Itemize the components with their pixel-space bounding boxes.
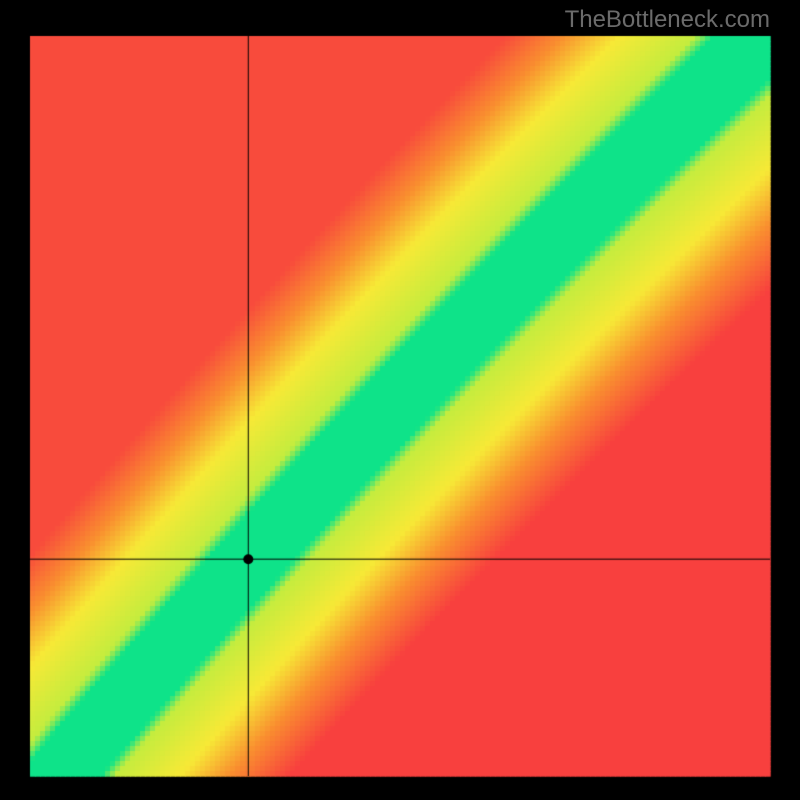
watermark-text: TheBottleneck.com	[565, 6, 770, 34]
bottleneck-heatmap	[0, 0, 800, 800]
chart-container: TheBottleneck.com	[0, 0, 800, 800]
